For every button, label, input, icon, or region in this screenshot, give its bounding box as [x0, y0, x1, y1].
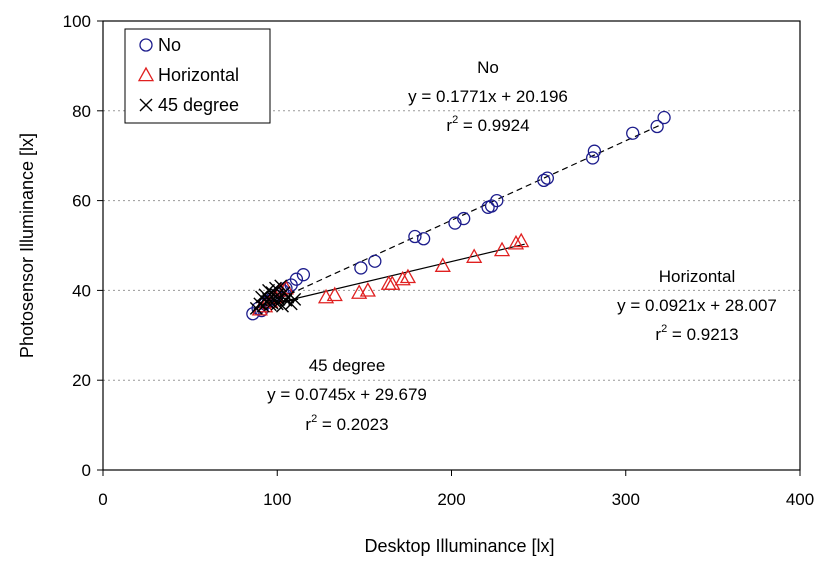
legend-marker-horizontal	[137, 66, 155, 82]
point-horizontal	[384, 275, 401, 290]
point-horizontal	[466, 248, 483, 263]
point-no	[650, 119, 664, 134]
point-45-degree	[265, 296, 279, 310]
legend-label-45-degree: 45 degree	[158, 95, 239, 115]
y-tick-label-80: 80	[72, 102, 91, 121]
annotation-horizontal-fit: Horizontal y = 0.0921x + 28.007 r2 = 0.9…	[617, 267, 777, 344]
point-horizontal	[394, 270, 411, 286]
x-tick-label-0: 0	[98, 490, 107, 509]
legend-marker-45-degree	[139, 98, 153, 112]
annotation-horizontal-equation: y = 0.0921x + 28.007	[617, 296, 777, 315]
series-45-degree	[249, 279, 302, 315]
point-horizontal	[493, 241, 511, 257]
point-45-degree	[274, 279, 288, 293]
legend: No Horizontal 45 degree	[124, 28, 271, 124]
point-no	[585, 151, 600, 165]
x-tick-label-200: 200	[437, 490, 465, 509]
point-no	[289, 272, 304, 286]
point-horizontal	[326, 286, 343, 302]
point-no	[448, 216, 462, 230]
annotation-45-degree-r2: r2 = 0.2023	[305, 413, 388, 434]
annotation-no-equation: y = 0.1771x + 20.196	[408, 87, 568, 106]
y-axis-title: Photosensor Illuminance [lx]	[17, 133, 37, 358]
annotation-45-degree-equation: y = 0.0745x + 29.679	[267, 385, 427, 404]
point-no	[457, 211, 471, 226]
annotation-horizontal-r2: r2 = 0.9213	[655, 323, 738, 344]
y-tick-label-0: 0	[82, 461, 91, 480]
point-no	[587, 144, 602, 158]
point-horizontal	[513, 232, 530, 248]
x-axis-title: Desktop Illuminance [lx]	[364, 536, 554, 556]
point-45-degree	[270, 288, 284, 302]
annotation-45-degree-fit: 45 degree y = 0.0745x + 29.679 r2 = 0.20…	[267, 356, 427, 434]
annotation-no-title: No	[477, 58, 499, 77]
point-horizontal	[359, 282, 376, 297]
x-tick-label-300: 300	[612, 490, 640, 509]
annotation-no-fit: No y = 0.1771x + 20.196 r2 = 0.9924	[408, 58, 568, 135]
legend-label-no: No	[158, 35, 181, 55]
x-tick-label-100: 100	[263, 490, 291, 509]
trendline-no	[252, 122, 665, 312]
point-horizontal	[434, 257, 451, 272]
legend-marker-no	[139, 38, 153, 52]
series-horizontal	[251, 232, 530, 316]
point-horizontal	[507, 234, 525, 250]
series-no	[246, 110, 671, 321]
point-45-degree	[288, 292, 302, 306]
point-no	[354, 261, 368, 275]
point-horizontal	[399, 268, 417, 284]
point-no	[408, 229, 422, 244]
point-45-degree	[275, 299, 289, 313]
legend-label-horizontal: Horizontal	[158, 65, 239, 85]
data-points	[246, 110, 671, 321]
annotation-horizontal-title: Horizontal	[659, 267, 736, 286]
point-no	[537, 173, 551, 188]
point-no	[296, 268, 311, 282]
point-no	[368, 254, 382, 268]
y-tick-label-40: 40	[72, 281, 91, 300]
axis-ticks: 0 20 40 60 80 100 0 100 200 300 400	[63, 12, 815, 509]
point-no	[657, 110, 671, 125]
trendline-horizontal	[256, 243, 525, 309]
point-no	[626, 126, 640, 140]
y-tick-label-20: 20	[72, 371, 91, 390]
y-tick-label-100: 100	[63, 12, 91, 31]
point-no	[540, 171, 554, 185]
annotation-45-degree-title: 45 degree	[309, 356, 386, 375]
point-45-degree	[262, 283, 276, 297]
y-tick-label-60: 60	[72, 192, 91, 211]
point-no	[490, 193, 504, 208]
point-no	[416, 232, 431, 246]
x-tick-label-400: 400	[786, 490, 814, 509]
annotation-no-r2: r2 = 0.9924	[446, 114, 529, 135]
point-45-degree	[281, 290, 295, 304]
